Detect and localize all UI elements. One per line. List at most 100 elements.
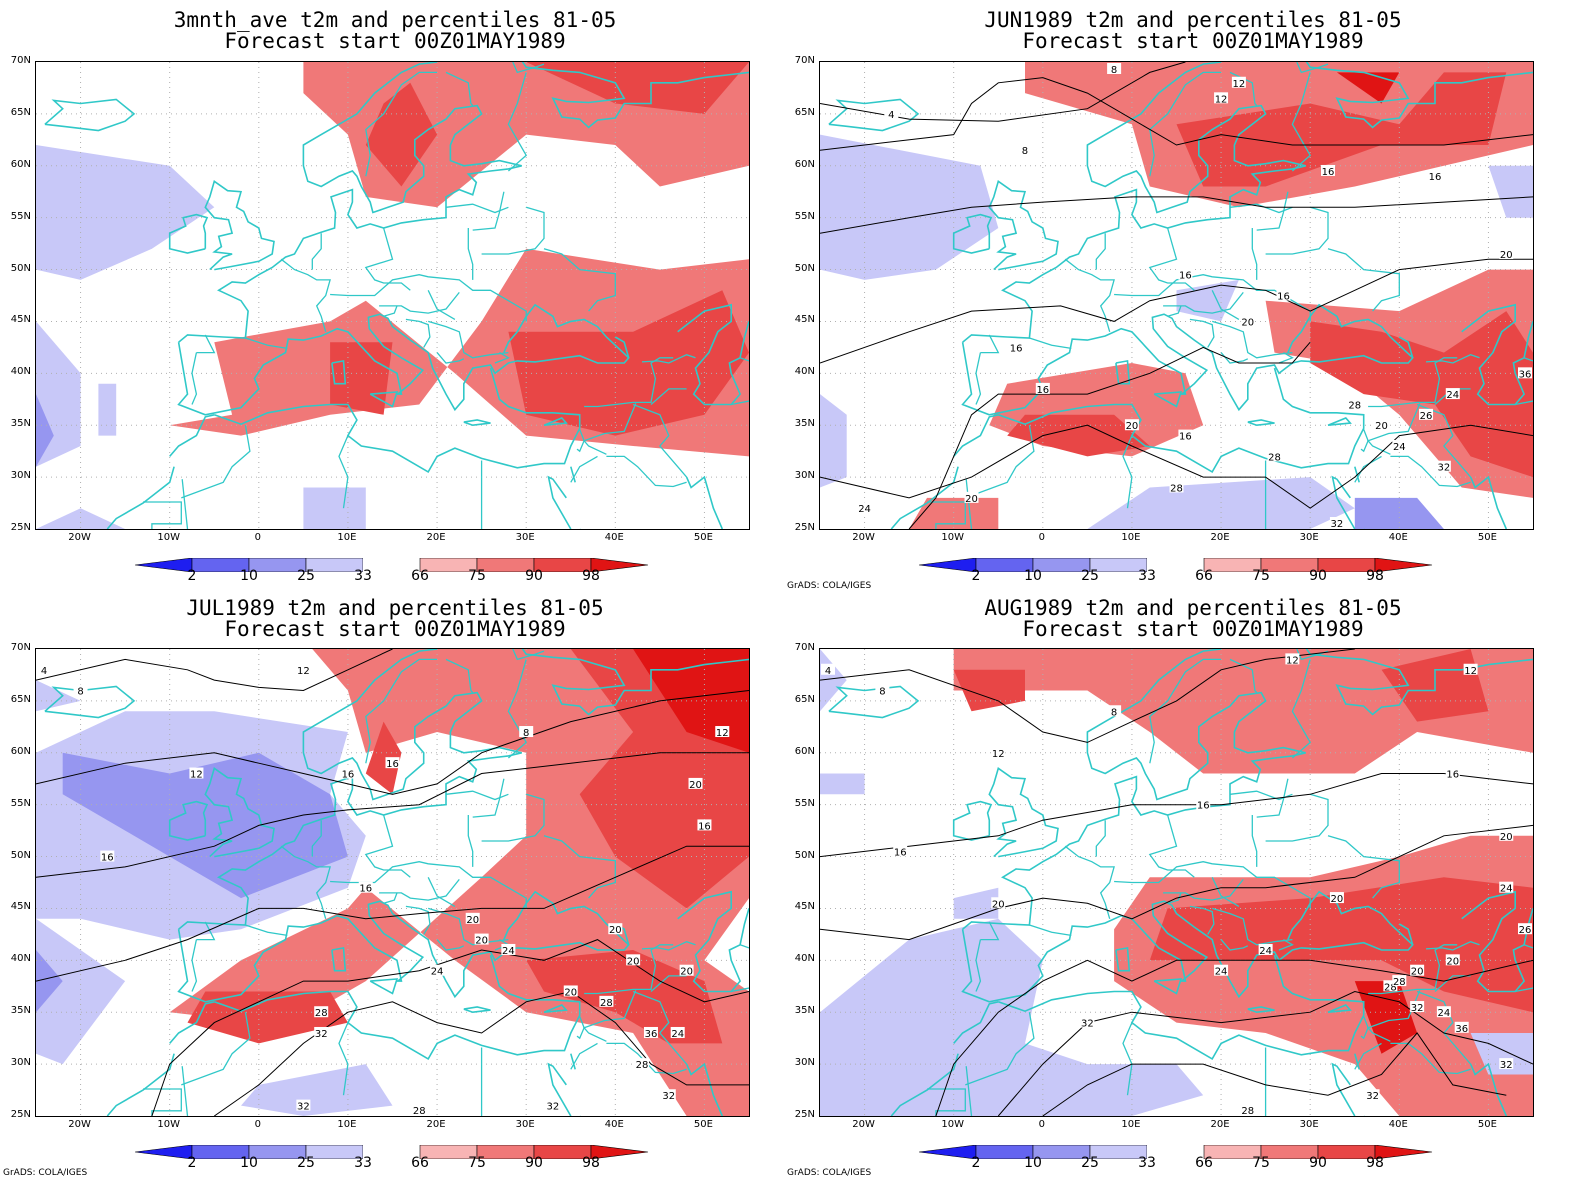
country-border (1425, 353, 1480, 364)
country-border (280, 258, 331, 332)
percentile-shading (36, 918, 126, 1065)
country-border (507, 659, 528, 759)
country-border (584, 357, 674, 408)
country-border (191, 352, 198, 405)
country-border (632, 990, 688, 1065)
latitude-label: 35N (794, 1005, 815, 1017)
contour-label: 28 (1348, 400, 1361, 411)
contour-label: 32 (1411, 1003, 1424, 1014)
country-border (1064, 845, 1115, 919)
longitude-label: 30E (1299, 532, 1319, 543)
contour-label-bg (1196, 798, 1211, 810)
coastline (331, 946, 347, 972)
coastline (998, 954, 1365, 1060)
country-border (364, 814, 411, 878)
contour-label-bg (857, 502, 872, 514)
country-border (512, 649, 545, 661)
country-border (1256, 191, 1289, 231)
country-border (1368, 357, 1458, 408)
coastline (177, 890, 630, 1003)
country-border (1416, 990, 1472, 1065)
percentile-shading (36, 145, 215, 280)
coastline (1327, 1004, 1352, 1013)
coastline (44, 98, 136, 132)
country-border (584, 944, 674, 995)
latitude-label: 65N (794, 693, 815, 705)
percentile-shading (241, 1064, 393, 1116)
colorbar-level-label: 66 (1195, 568, 1213, 584)
longitude-label: 10E (337, 532, 357, 543)
coastline (1469, 475, 1508, 529)
country-border (1212, 907, 1293, 946)
contour-label: 20 (689, 780, 702, 791)
contour-label-bg (1285, 653, 1300, 665)
contour-label: 32 (662, 1091, 675, 1102)
longitude-label: 10W (157, 532, 180, 543)
coastline (178, 649, 522, 930)
colorbar-level-label: 25 (1081, 568, 1099, 584)
contour-label: 12 (1286, 655, 1299, 666)
country-border (543, 835, 616, 899)
country-border (576, 1016, 585, 1040)
country-border (965, 425, 1035, 499)
contour-label: 20 (627, 956, 640, 967)
latitude-label: 55N (794, 797, 815, 809)
longitude-label: 30E (1299, 1119, 1319, 1130)
coastline (952, 213, 993, 254)
contour-label-bg (1518, 923, 1532, 935)
percentile-shading (187, 991, 348, 1044)
colorbar-level-label: 98 (1366, 1155, 1384, 1171)
latitude-label: 45N (10, 901, 31, 913)
country-border (632, 403, 688, 478)
percentile-shading (820, 649, 847, 712)
contour-label: 20 (466, 915, 479, 926)
contour-label: 4 (888, 110, 894, 121)
contour-label-bg (1017, 144, 1032, 156)
contour-label-bg (1436, 460, 1451, 472)
temperature-contour (214, 990, 749, 1116)
colorbar-segment (1374, 1145, 1433, 1159)
country-border (582, 403, 637, 455)
contour-label-bg (385, 757, 400, 769)
latitude-label: 25N (10, 1109, 31, 1120)
colorbar-level-label: 90 (525, 568, 543, 584)
longitude-label: 10E (337, 1119, 357, 1130)
panel-title: 3mnth_ave t2m and percentiles 81-05 (173, 8, 617, 32)
longitude-label: 20E (1210, 1119, 1230, 1130)
contour-label: 24 (502, 946, 515, 957)
percentile-shading (365, 721, 402, 795)
country-border (1095, 233, 1106, 270)
contour-label-bg (519, 726, 534, 738)
country-border (1390, 455, 1471, 488)
latitude-label: 70N (794, 642, 815, 653)
contour-label-bg (1178, 429, 1193, 441)
percentile-shading (303, 487, 366, 529)
country-border (512, 62, 545, 74)
country-border (181, 425, 251, 499)
contour-label: 16 (359, 884, 372, 895)
coastline (169, 1001, 215, 1044)
country-border (143, 1088, 182, 1116)
colorbar-level-label: 90 (525, 1155, 543, 1171)
country-border (739, 944, 749, 949)
contour-label-bg (73, 684, 88, 696)
percentile-shading (526, 950, 723, 1044)
contour-label: 24 (1215, 967, 1228, 978)
latitude-label: 70N (10, 642, 31, 653)
contour-label-bg (340, 767, 355, 779)
contour-label-bg (314, 1006, 329, 1018)
contour-label: 28 (413, 1106, 426, 1116)
country-border (1515, 400, 1533, 406)
country-border (1366, 403, 1421, 455)
country-border (1114, 274, 1311, 322)
map-panel-jul1989: JUL1989 t2m and percentiles 81-05 Foreca… (0, 590, 790, 1196)
percentile-shading (909, 497, 999, 529)
latitude-label: 60N (10, 158, 31, 170)
longitude-label: 10W (941, 1119, 964, 1130)
longitude-label: 20W (852, 532, 875, 543)
longitude-label: 30E (515, 1119, 535, 1130)
country-border (445, 203, 509, 214)
grads-credit: GrADS: COLA/IGES (787, 581, 872, 591)
colorbar-level-label: 33 (354, 568, 372, 584)
country-border (436, 352, 465, 364)
